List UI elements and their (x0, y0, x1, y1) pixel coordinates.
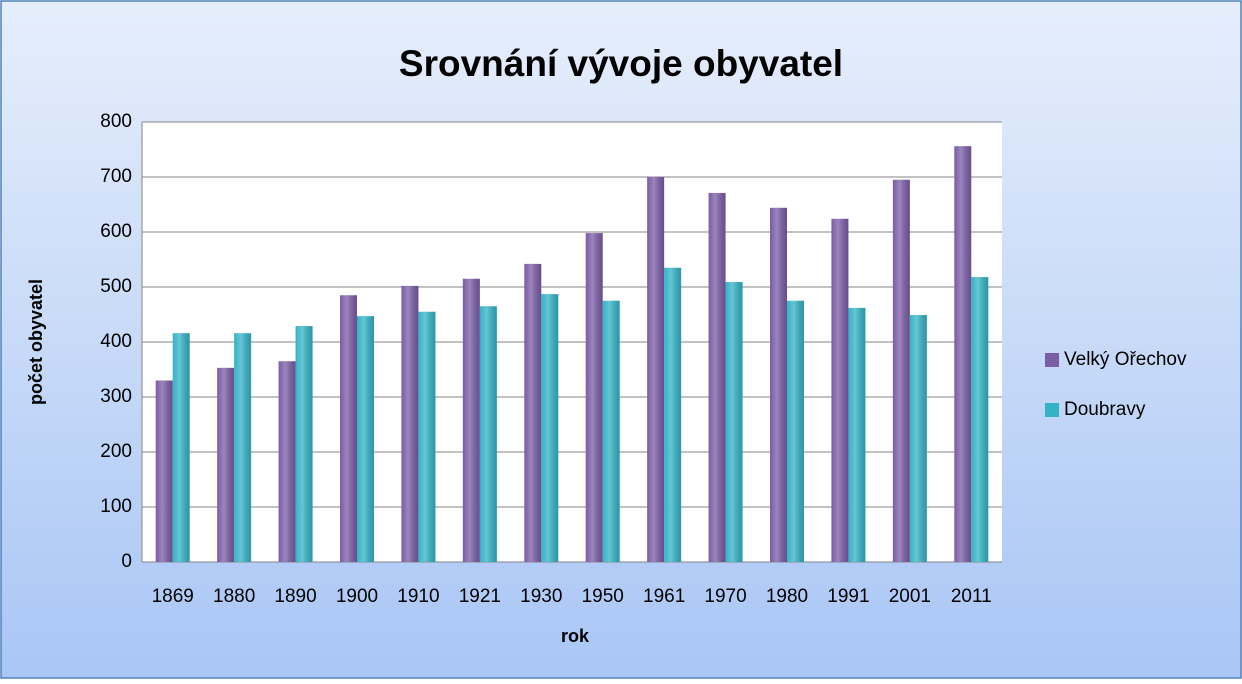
bar-shine (541, 294, 559, 562)
bar-shine (234, 333, 252, 562)
bar-shine (708, 192, 726, 562)
bar-shine (971, 277, 989, 562)
x-tick-label: 1900 (336, 586, 378, 607)
y-tick-label: 0 (121, 551, 132, 572)
x-tick-label: 1970 (704, 586, 746, 607)
x-tick-label: 1910 (397, 586, 439, 607)
x-tick-label: 1890 (274, 586, 316, 607)
bar-shine (585, 233, 603, 562)
bar-shine (892, 179, 910, 562)
y-tick-label: 200 (100, 441, 132, 462)
bar-shine (401, 285, 419, 562)
bar-shine (172, 333, 190, 562)
y-tick-label: 700 (100, 166, 132, 187)
bar-shine (155, 380, 173, 562)
bar-shine (278, 361, 296, 562)
x-tick-label: 1880 (213, 586, 255, 607)
bar-shine (909, 315, 927, 562)
legend-swatch (1045, 353, 1059, 367)
bar-shine (602, 300, 620, 562)
x-tick-label: 1930 (520, 586, 562, 607)
bar-shine (787, 300, 804, 562)
legend-label: Velký Ořechov (1064, 349, 1187, 370)
y-tick-label: 600 (100, 221, 132, 242)
y-tick-label: 500 (100, 276, 132, 297)
x-tick-label: 1921 (459, 586, 501, 607)
y-tick-label: 800 (100, 111, 132, 132)
x-axis-label: rok (561, 626, 590, 646)
y-axis-label: počet obyvatel (26, 279, 46, 405)
bar-shine (954, 146, 972, 562)
bar-shine (664, 267, 682, 562)
bar-shine (831, 218, 849, 563)
bar-shine (340, 295, 357, 562)
x-tick-label: 2001 (889, 586, 931, 607)
bar-shine (217, 367, 235, 562)
bar-shine (647, 177, 665, 562)
bar-shine (770, 207, 787, 563)
bar-shine (524, 263, 542, 562)
y-tick-label: 300 (100, 386, 132, 407)
y-tick-label: 100 (100, 496, 132, 517)
x-tick-label: 1980 (766, 586, 808, 607)
bar-shine (479, 306, 497, 562)
bar-shine (848, 307, 866, 562)
bar-shine (357, 316, 374, 562)
legend-swatch (1045, 403, 1059, 417)
bar-shine (462, 278, 480, 562)
legend-label: Doubravy (1064, 399, 1146, 420)
bar-shine (295, 326, 313, 562)
x-tick-label: 1961 (643, 586, 685, 607)
x-tick-label: 1950 (582, 586, 624, 607)
x-tick-label: 1991 (827, 586, 869, 607)
chart-title: Srovnání vývoje obyvatel (399, 43, 843, 84)
x-tick-label: 2011 (951, 586, 992, 607)
bar-shine (418, 311, 436, 562)
y-tick-label: 400 (100, 331, 132, 352)
x-tick-label: 1869 (152, 586, 194, 607)
bar-shine (725, 282, 743, 562)
